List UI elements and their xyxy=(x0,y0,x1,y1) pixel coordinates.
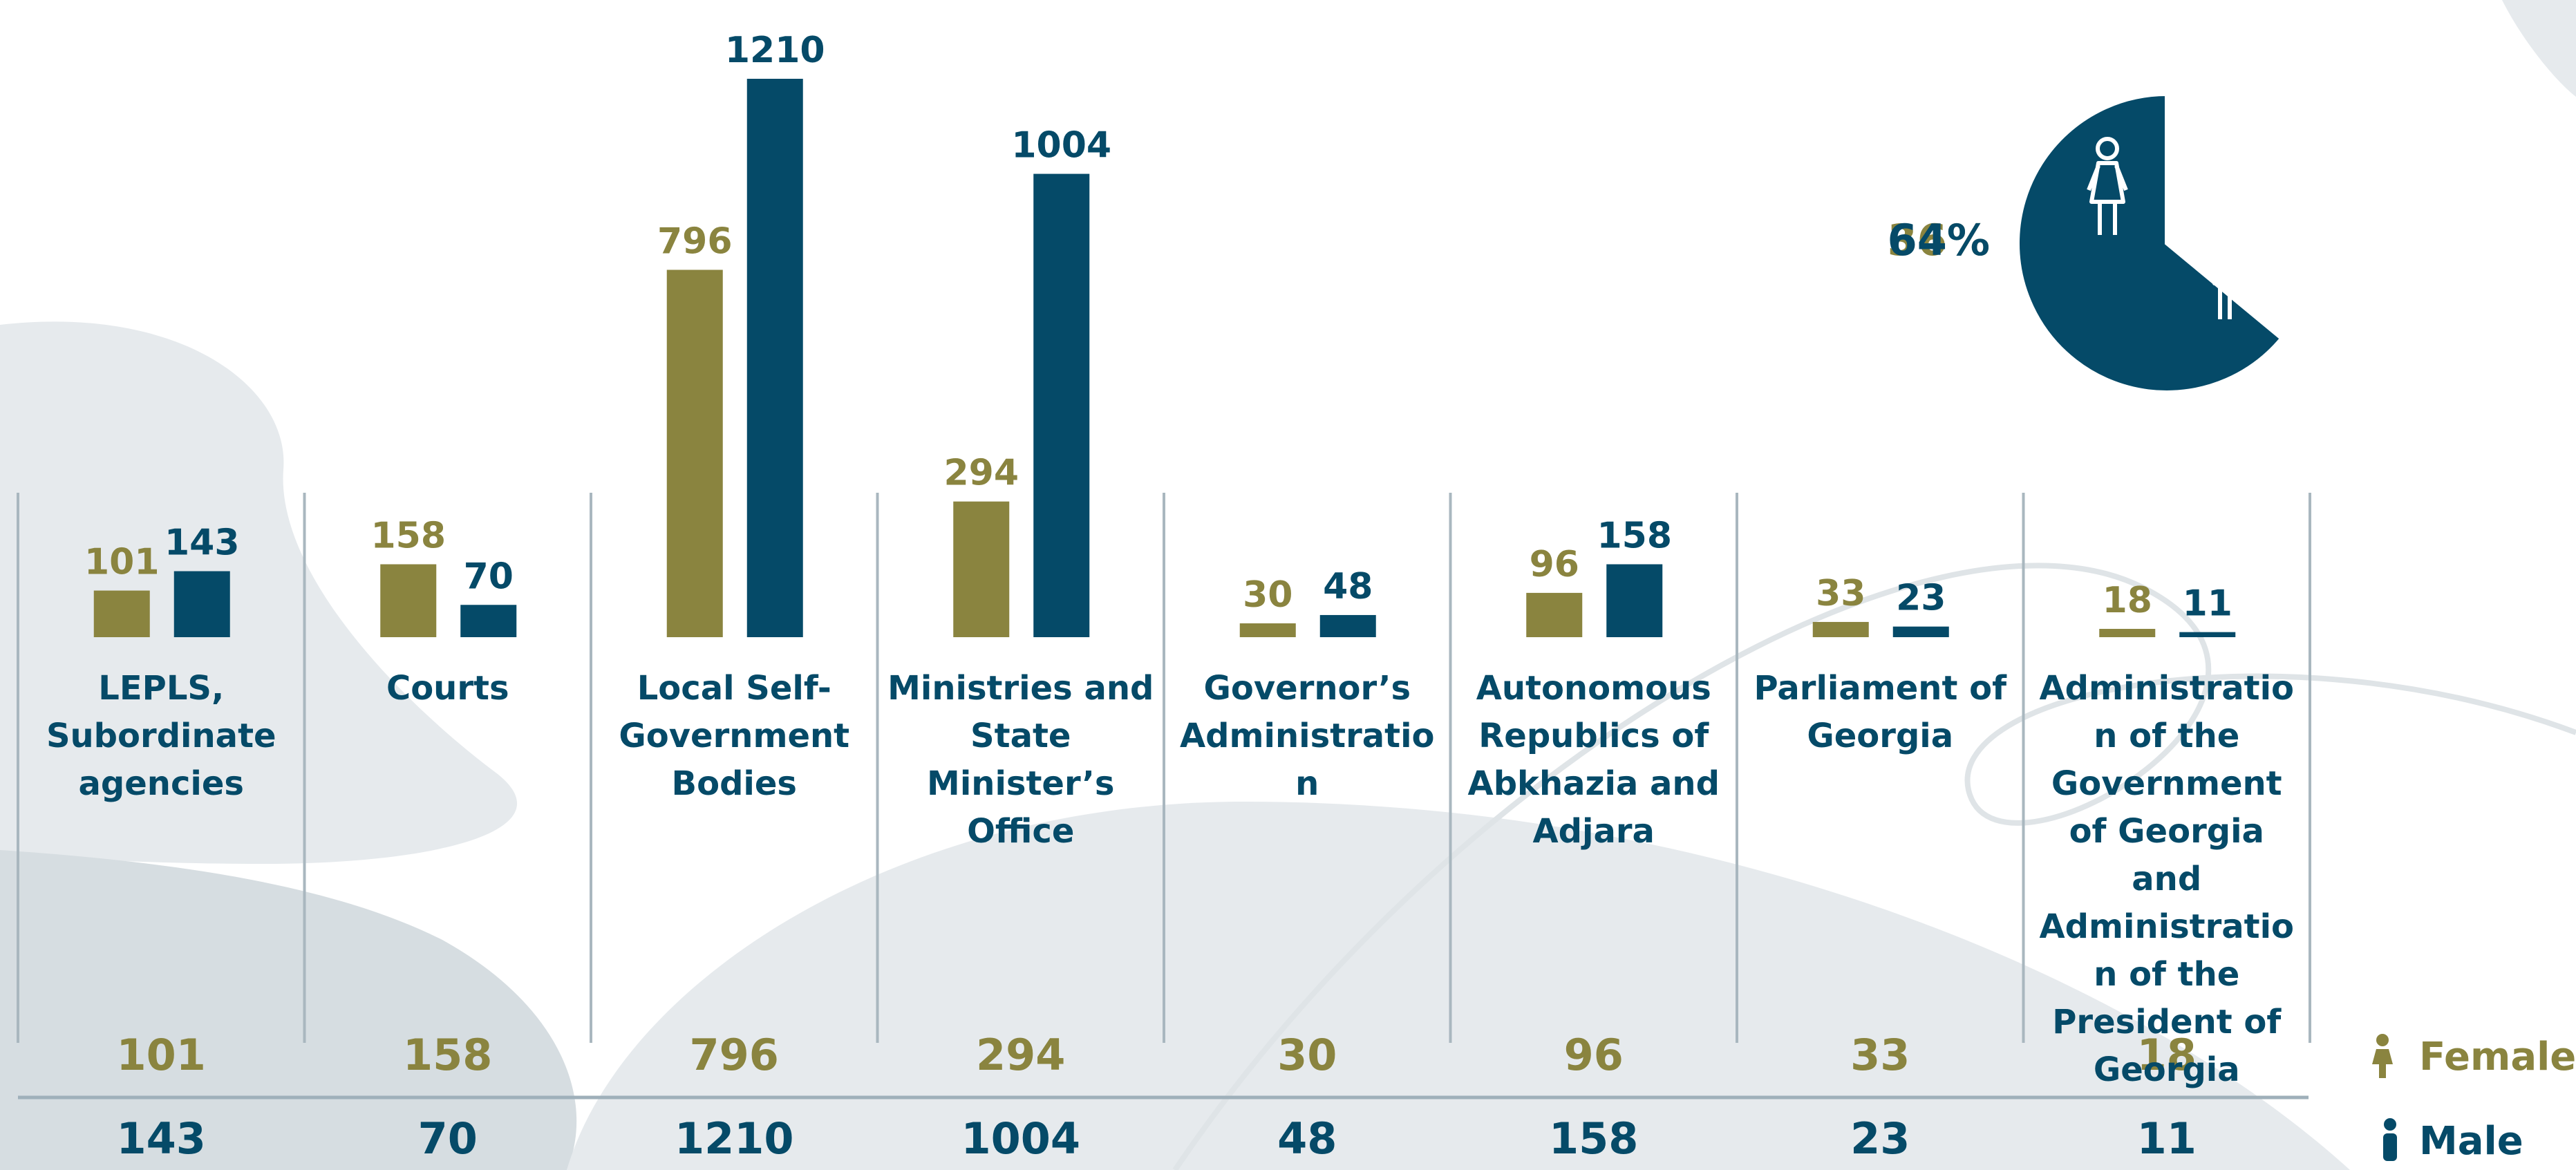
table-value: 143 xyxy=(117,1113,206,1164)
bar-value-label: 11 xyxy=(2183,583,2232,625)
bar xyxy=(747,79,803,637)
table-value: 796 xyxy=(690,1030,779,1080)
category-label: Autonomous Republics of Abkhazia and Adj… xyxy=(1459,665,1729,856)
bg-shape xyxy=(0,850,576,1170)
category-label: Courts xyxy=(313,665,583,713)
bar-value-label: 158 xyxy=(370,515,446,556)
bar xyxy=(2099,629,2155,637)
bar-value-label: 48 xyxy=(1323,566,1373,607)
pie-value-label: 64% xyxy=(1888,215,1990,265)
female-icon xyxy=(2376,1034,2389,1046)
category-label: Parliament of Georgia xyxy=(1745,665,2015,760)
bar-value-label: 30 xyxy=(1243,574,1292,616)
bar xyxy=(460,605,516,637)
bar-value-label: 18 xyxy=(2103,580,2152,621)
bar xyxy=(94,591,150,637)
bar-value-label: 796 xyxy=(657,220,733,262)
category-label: LEPLS, Subordinate agencies xyxy=(26,665,296,808)
bar xyxy=(1240,623,1296,637)
legend-label: Male xyxy=(2419,1119,2523,1164)
bar xyxy=(953,502,1009,637)
table-value: 70 xyxy=(418,1113,478,1164)
bar-value-label: 101 xyxy=(84,542,160,583)
table-value: 1004 xyxy=(961,1113,1080,1164)
bar-value-label: 1004 xyxy=(1011,125,1111,167)
bar xyxy=(1606,564,1662,637)
table-value: 294 xyxy=(976,1030,1065,1080)
category-label: Administration of the Government of Geor… xyxy=(2032,665,2302,1094)
male-icon xyxy=(2384,1118,2396,1131)
bar xyxy=(380,564,436,637)
bar xyxy=(1526,593,1582,637)
bar-value-label: 23 xyxy=(1896,578,1946,619)
bar-value-label: 294 xyxy=(943,453,1019,494)
bar xyxy=(1033,174,1089,637)
bg-shape xyxy=(2502,0,2576,97)
bar xyxy=(667,270,723,637)
bar xyxy=(1813,622,1869,637)
table-value: 158 xyxy=(403,1030,492,1080)
bar xyxy=(1320,615,1376,637)
bar-value-label: 1210 xyxy=(725,30,825,71)
category-label: Governor’s Administration xyxy=(1172,665,1442,808)
page: 1011011431431581587070796796121012102942… xyxy=(0,0,2576,1170)
bar-value-label: 158 xyxy=(1597,515,1672,556)
table-value: 96 xyxy=(1564,1030,1624,1080)
legend-icons xyxy=(2372,1034,2397,1161)
bar-value-label: 96 xyxy=(1530,544,1579,585)
bar xyxy=(174,572,230,637)
bar xyxy=(1893,627,1949,637)
table-value: 23 xyxy=(1850,1113,1910,1164)
male-icon xyxy=(2383,1133,2397,1161)
table-value: 48 xyxy=(1277,1113,1337,1164)
table-value: 1210 xyxy=(675,1113,794,1164)
category-label: Local Self-Government Bodies xyxy=(599,665,869,808)
category-label: Ministries and State Minister’s Office xyxy=(886,665,1156,856)
table-value: 33 xyxy=(1850,1030,1910,1080)
bar-value-label: 70 xyxy=(464,556,514,597)
table-value: 101 xyxy=(117,1030,206,1080)
legend-label: Female xyxy=(2419,1035,2576,1079)
table-value: 11 xyxy=(2137,1113,2197,1164)
bar-value-label: 143 xyxy=(164,522,240,564)
male-figure xyxy=(2215,218,2235,238)
bar xyxy=(2179,632,2235,637)
table-value: 158 xyxy=(1549,1113,1638,1164)
bar-value-label: 33 xyxy=(1816,573,1865,614)
female-icon xyxy=(2372,1049,2393,1078)
table-value: 30 xyxy=(1277,1030,1337,1080)
